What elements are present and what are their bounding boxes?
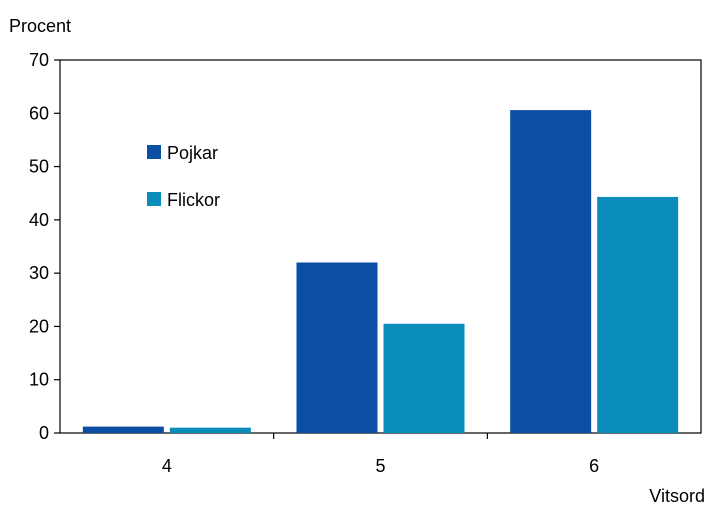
legend-label-flickor: Flickor	[167, 190, 220, 210]
bar-flickor-4	[169, 427, 251, 433]
y-tick-label: 30	[29, 263, 49, 283]
y-tick-label: 10	[29, 370, 49, 390]
x-tick-label: 4	[162, 456, 172, 476]
x-axis: 4 5 6	[162, 433, 599, 476]
legend-swatch-pojkar	[147, 145, 161, 159]
legend: Pojkar Flickor	[147, 143, 220, 210]
y-axis: 0 10 20 30 40 50 60 70	[29, 50, 60, 443]
y-tick-label: 50	[29, 157, 49, 177]
bar-flickor-6	[597, 196, 679, 433]
x-tick-label: 5	[375, 456, 385, 476]
y-tick-label: 70	[29, 50, 49, 70]
plot-area	[59, 59, 702, 434]
y-tick-label: 60	[29, 103, 49, 123]
y-tick-label: 20	[29, 316, 49, 336]
legend-swatch-flickor	[147, 192, 161, 206]
bar-pojkar-4	[82, 426, 164, 433]
bar-pojkar-5	[296, 262, 378, 433]
x-tick-label: 6	[589, 456, 599, 476]
bars	[82, 110, 679, 434]
bar-flickor-5	[383, 323, 465, 433]
y-axis-label: Procent	[9, 16, 71, 36]
legend-label-pojkar: Pojkar	[167, 143, 218, 163]
y-tick-label: 40	[29, 210, 49, 230]
x-axis-label: Vitsord	[649, 486, 705, 506]
bar-pojkar-6	[510, 110, 592, 434]
y-tick-label: 0	[39, 423, 49, 443]
